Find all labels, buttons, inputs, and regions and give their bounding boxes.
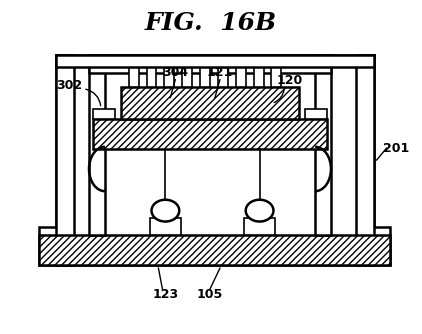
Bar <box>56 55 74 265</box>
Bar <box>356 55 373 265</box>
Bar <box>200 65 210 87</box>
Bar <box>271 65 281 87</box>
Bar <box>39 235 390 265</box>
Bar <box>182 65 192 87</box>
Bar <box>93 110 115 119</box>
Bar <box>39 227 62 265</box>
Bar <box>236 65 246 87</box>
Bar <box>315 55 331 235</box>
Text: 201: 201 <box>383 142 410 155</box>
Bar <box>56 55 373 265</box>
Bar <box>244 217 276 235</box>
Bar <box>248 221 271 235</box>
Bar <box>165 65 174 87</box>
Bar <box>121 87 299 119</box>
Text: 121: 121 <box>207 66 233 79</box>
Text: 105: 105 <box>197 289 223 301</box>
Text: 302: 302 <box>56 79 82 92</box>
Text: FIG.  16B: FIG. 16B <box>145 11 277 35</box>
Bar <box>218 65 228 87</box>
Text: 120: 120 <box>276 74 303 87</box>
Bar <box>154 221 177 235</box>
Text: 123: 123 <box>152 289 179 301</box>
Bar <box>305 110 327 119</box>
Bar <box>146 65 157 87</box>
Bar <box>149 217 181 235</box>
Bar <box>89 55 105 235</box>
Ellipse shape <box>246 200 273 221</box>
Text: 304: 304 <box>162 66 188 79</box>
Bar <box>129 65 138 87</box>
Ellipse shape <box>151 200 179 221</box>
Bar <box>368 227 390 265</box>
Bar <box>89 55 331 73</box>
Bar <box>254 65 264 87</box>
Bar <box>93 119 327 149</box>
Bar <box>56 55 373 67</box>
